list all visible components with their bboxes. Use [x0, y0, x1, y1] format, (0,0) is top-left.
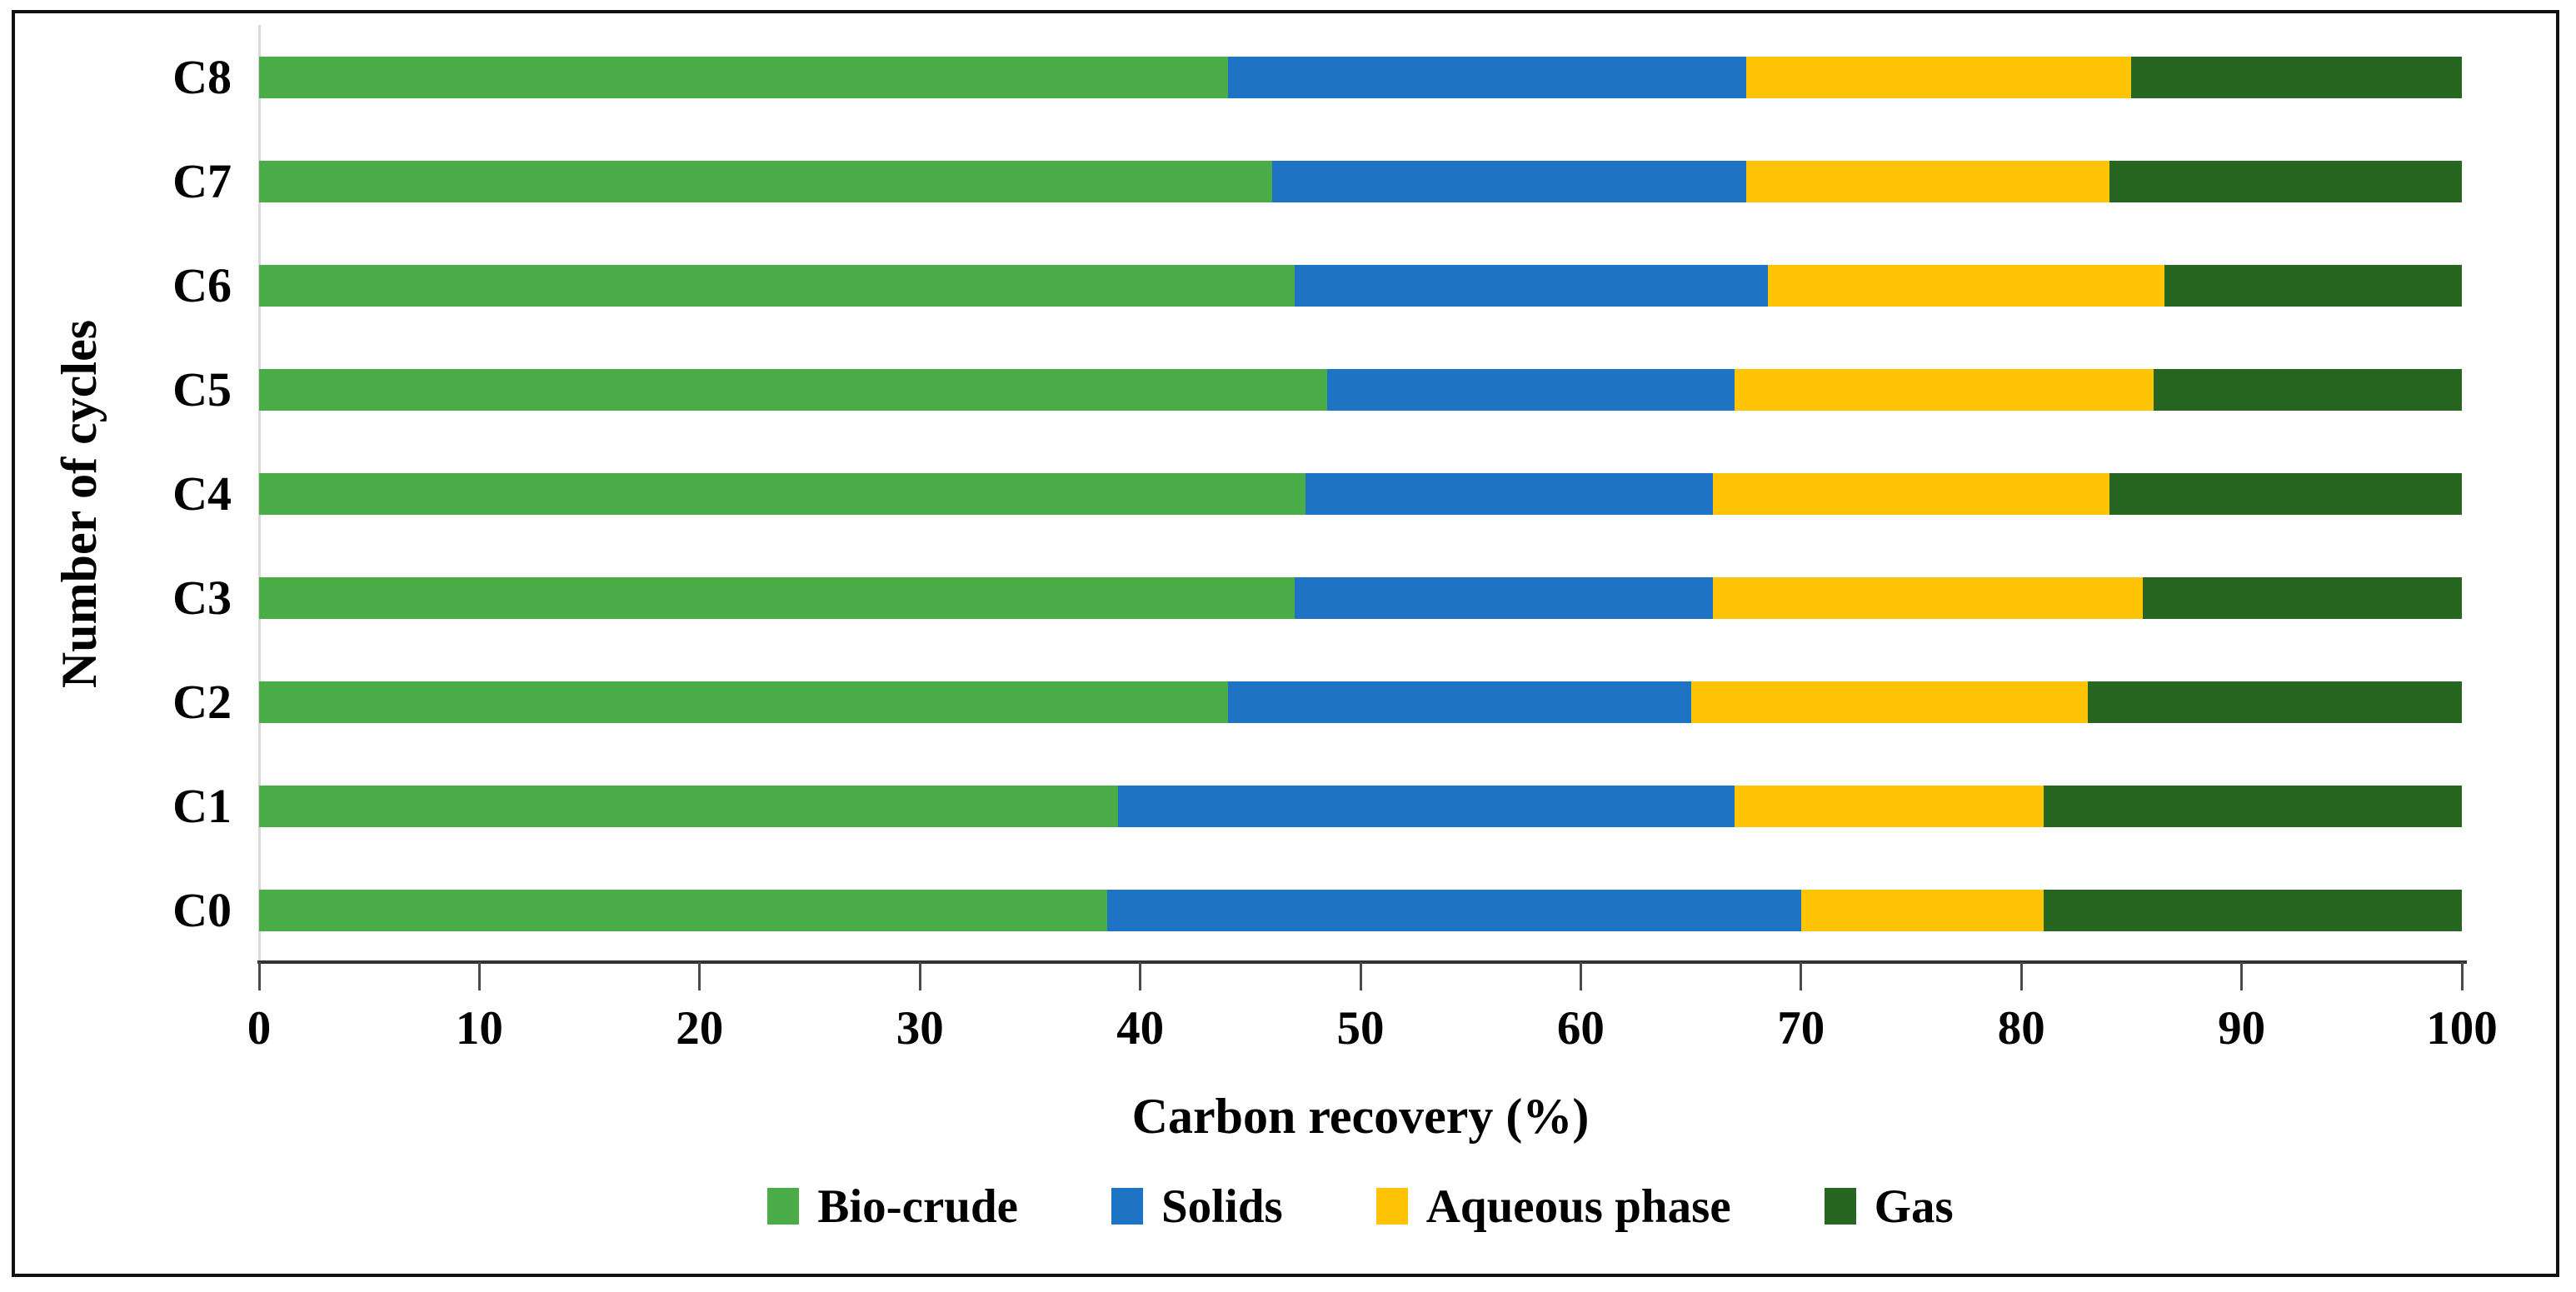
legend-swatch-icon [1375, 1188, 1408, 1225]
bar-segment-C0-gas [2043, 889, 2462, 931]
x-tick-label-50: 50 [1336, 1002, 1385, 1055]
bar-segment-C5-solids [1327, 368, 1735, 411]
bar-segment-C7-gas [2109, 160, 2462, 202]
x-tick-mark-60 [1579, 962, 1582, 990]
bar-segment-C6-gas [2164, 264, 2462, 307]
bar-row-C0 [259, 889, 2462, 931]
x-tick-mark-90 [2240, 962, 2244, 990]
x-tick-mark-0 [257, 962, 261, 990]
bar-segment-C3-gas [2142, 576, 2462, 619]
x-tick-label-10: 10 [455, 1002, 503, 1055]
bar-segment-C6-aqueous-phase [1768, 264, 2165, 307]
figure-border [12, 10, 2559, 1277]
bar-segment-C5-bio-crude [259, 368, 1328, 411]
legend-swatch-icon [1824, 1188, 1856, 1225]
legend-item-aqueous-phase: Aqueous phase [1375, 1180, 1731, 1234]
bar-segment-C4-bio-crude [259, 472, 1305, 515]
legend-label: Bio-crude [817, 1180, 1018, 1233]
bar-segment-C2-solids [1228, 681, 1691, 723]
bar-segment-C8-gas [2131, 56, 2462, 98]
bar-row-C5 [259, 368, 2462, 411]
category-label-C8: C8 [172, 49, 232, 104]
x-tick-label-100: 100 [2426, 1002, 2498, 1055]
bar-segment-C0-aqueous-phase [1800, 889, 2044, 931]
x-axis-title: Carbon recovery (%) [1131, 1089, 1590, 1144]
legend: Bio-crude Solids Aqueous phase Gas [259, 1170, 2462, 1242]
bar-row-C6 [259, 264, 2462, 307]
bar-segment-C1-gas [2043, 785, 2462, 827]
legend-label: Aqueous phase [1425, 1180, 1731, 1233]
x-tick-label-90: 90 [2218, 1002, 2266, 1055]
x-tick-label-30: 30 [896, 1002, 944, 1055]
x-tick-mark-80 [2019, 962, 2023, 990]
bar-row-C3 [259, 576, 2462, 619]
bar-segment-C4-gas [2109, 472, 2462, 515]
category-label-C3: C3 [172, 570, 232, 625]
category-label-C1: C1 [172, 778, 232, 833]
category-label-C6: C6 [172, 257, 232, 312]
x-tick-mark-50 [1359, 962, 1362, 990]
bar-segment-C3-aqueous-phase [1713, 576, 2143, 619]
bar-row-C4 [259, 472, 2462, 515]
category-label-C5: C5 [172, 362, 232, 417]
legend-swatch-icon [1111, 1188, 1143, 1225]
bar-row-C7 [259, 160, 2462, 202]
bar-row-C1 [259, 785, 2462, 827]
x-tick-label-60: 60 [1556, 1002, 1605, 1055]
bar-row-C2 [259, 681, 2462, 723]
legend-item-bio-crude: Bio-crude [767, 1180, 1018, 1234]
bar-segment-C7-aqueous-phase [1745, 160, 2109, 202]
bar-segment-C6-solids [1294, 264, 1769, 307]
x-tick-mark-70 [1800, 962, 1803, 990]
bar-segment-C8-solids [1228, 56, 1746, 98]
category-label-C2: C2 [172, 674, 232, 729]
legend-item-gas: Gas [1824, 1180, 1954, 1234]
plot-area [259, 25, 2462, 962]
x-tick-mark-100 [2460, 962, 2464, 990]
bar-segment-C4-solids [1305, 472, 1714, 515]
x-tick-mark-30 [918, 962, 921, 990]
category-label-C7: C7 [172, 153, 232, 208]
x-tick-mark-20 [698, 962, 701, 990]
x-tick-label-80: 80 [1997, 1002, 2045, 1055]
bar-segment-C8-aqueous-phase [1745, 56, 2132, 98]
bar-segment-C8-bio-crude [259, 56, 1229, 98]
x-tick-label-70: 70 [1777, 1002, 1825, 1055]
bar-segment-C1-aqueous-phase [1735, 785, 2044, 827]
bar-segment-C4-aqueous-phase [1713, 472, 2109, 515]
legend-label: Solids [1161, 1180, 1283, 1233]
x-axis-line [257, 960, 2467, 964]
bar-segment-C6-bio-crude [259, 264, 1295, 307]
bar-segment-C5-aqueous-phase [1735, 368, 2154, 411]
bar-segment-C1-solids [1118, 785, 1735, 827]
x-tick-label-0: 0 [247, 1002, 272, 1055]
bar-segment-C7-bio-crude [259, 160, 1273, 202]
bar-row-C8 [259, 56, 2462, 98]
x-tick-label-40: 40 [1116, 1002, 1165, 1055]
bar-segment-C3-solids [1294, 576, 1714, 619]
legend-item-solids: Solids [1111, 1180, 1283, 1234]
bar-segment-C2-bio-crude [259, 681, 1229, 723]
legend-swatch-icon [767, 1188, 800, 1225]
bar-segment-C7-solids [1272, 160, 1746, 202]
x-tick-mark-10 [477, 962, 481, 990]
category-label-C4: C4 [172, 466, 232, 521]
legend-label: Gas [1874, 1180, 1954, 1233]
bar-segment-C2-gas [2087, 681, 2462, 723]
bar-segment-C0-solids [1106, 889, 1801, 931]
bar-segment-C1-bio-crude [259, 785, 1119, 827]
category-label-C0: C0 [172, 882, 232, 937]
bar-segment-C2-aqueous-phase [1690, 681, 2088, 723]
x-tick-label-20: 20 [676, 1002, 724, 1055]
bar-segment-C5-gas [2153, 368, 2462, 411]
bar-segment-C0-bio-crude [259, 889, 1107, 931]
x-tick-mark-40 [1139, 962, 1142, 990]
bar-segment-C3-bio-crude [259, 576, 1295, 619]
